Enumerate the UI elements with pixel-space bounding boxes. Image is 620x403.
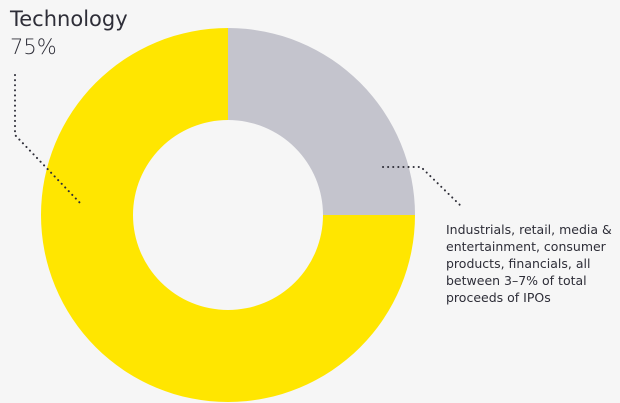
- donut-slice: [228, 28, 415, 215]
- donut-slice: [41, 28, 415, 402]
- slices: [41, 28, 415, 402]
- value-label: 75%: [10, 35, 57, 59]
- leader-line: [382, 166, 463, 208]
- category-label: Technology: [10, 7, 128, 31]
- leader-line: [14, 74, 83, 206]
- category-label: Industrials, retail, media & entertainme…: [446, 222, 612, 305]
